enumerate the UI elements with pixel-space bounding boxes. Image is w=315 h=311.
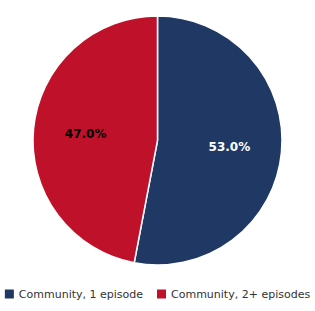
legend-label: Community, 2+ episodes <box>171 288 310 301</box>
data-label: 53.0% <box>209 140 251 154</box>
data-label: 47.0% <box>65 127 107 141</box>
pie-slice <box>33 16 157 263</box>
slices <box>33 16 282 265</box>
chart: 53.0%47.0%Community, 1 episodeCommunity,… <box>0 0 315 311</box>
data-labels: 53.0% 47.0% <box>65 127 250 155</box>
legend-label: Community, 1 episode <box>19 288 143 301</box>
legend-swatch <box>5 290 14 299</box>
legend: Community, 1 episode Community, 2+ episod… <box>5 288 311 301</box>
legend-swatch <box>157 290 166 299</box>
